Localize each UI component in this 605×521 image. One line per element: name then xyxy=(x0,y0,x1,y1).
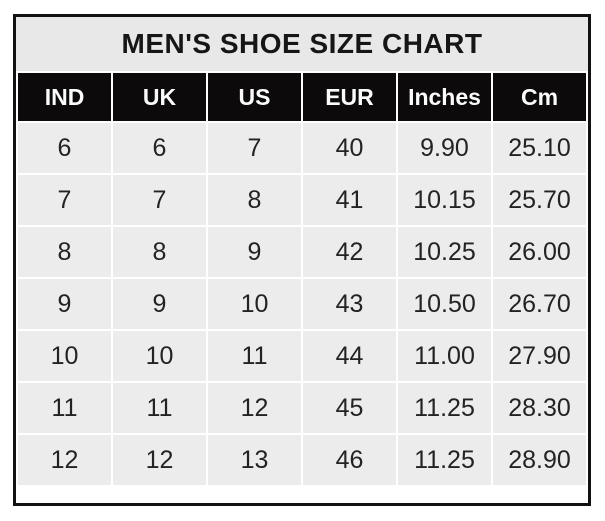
cell-uk: 8 xyxy=(113,227,206,277)
cell-eur: 43 xyxy=(303,279,396,329)
cell-cm: 27.90 xyxy=(493,331,586,381)
cell-eur: 45 xyxy=(303,383,396,433)
table-header: IND UK US EUR Inches Cm xyxy=(18,73,586,121)
column-header-cm: Cm xyxy=(493,73,586,121)
cell-eur: 40 xyxy=(303,123,396,173)
cell-us: 12 xyxy=(208,383,301,433)
table-body: 6 6 7 40 9.90 25.10 7 7 8 41 10.15 25.70… xyxy=(18,123,586,485)
table-row: 10 10 11 44 11.00 27.90 xyxy=(18,331,586,381)
cell-cm: 25.10 xyxy=(493,123,586,173)
column-header-eur: EUR xyxy=(303,73,396,121)
cell-inches: 11.25 xyxy=(398,435,491,485)
cell-cm: 28.90 xyxy=(493,435,586,485)
cell-us: 13 xyxy=(208,435,301,485)
table-row: 9 9 10 43 10.50 26.70 xyxy=(18,279,586,329)
column-header-us: US xyxy=(208,73,301,121)
column-header-ind: IND xyxy=(18,73,111,121)
table-row: 12 12 13 46 11.25 28.90 xyxy=(18,435,586,485)
cell-ind: 10 xyxy=(18,331,111,381)
cell-ind: 6 xyxy=(18,123,111,173)
cell-us: 10 xyxy=(208,279,301,329)
cell-cm: 26.70 xyxy=(493,279,586,329)
cell-cm: 26.00 xyxy=(493,227,586,277)
header-row: IND UK US EUR Inches Cm xyxy=(18,73,586,121)
cell-inches: 11.00 xyxy=(398,331,491,381)
cell-ind: 12 xyxy=(18,435,111,485)
cell-inches: 10.15 xyxy=(398,175,491,225)
table-row: 7 7 8 41 10.15 25.70 xyxy=(18,175,586,225)
chart-frame: MEN'S SHOE SIZE CHART IND UK US EUR Inch… xyxy=(13,14,591,506)
cell-ind: 9 xyxy=(18,279,111,329)
cell-us: 9 xyxy=(208,227,301,277)
column-header-inches: Inches xyxy=(398,73,491,121)
cell-eur: 46 xyxy=(303,435,396,485)
cell-cm: 25.70 xyxy=(493,175,586,225)
table-row: 8 8 9 42 10.25 26.00 xyxy=(18,227,586,277)
cell-eur: 42 xyxy=(303,227,396,277)
cell-ind: 11 xyxy=(18,383,111,433)
cell-uk: 12 xyxy=(113,435,206,485)
table-row: 6 6 7 40 9.90 25.10 xyxy=(18,123,586,173)
cell-uk: 10 xyxy=(113,331,206,381)
cell-us: 11 xyxy=(208,331,301,381)
cell-inches: 9.90 xyxy=(398,123,491,173)
cell-uk: 9 xyxy=(113,279,206,329)
cell-eur: 41 xyxy=(303,175,396,225)
chart-title: MEN'S SHOE SIZE CHART xyxy=(16,17,588,71)
cell-uk: 7 xyxy=(113,175,206,225)
cell-inches: 11.25 xyxy=(398,383,491,433)
cell-uk: 6 xyxy=(113,123,206,173)
cell-ind: 8 xyxy=(18,227,111,277)
cell-ind: 7 xyxy=(18,175,111,225)
size-table: IND UK US EUR Inches Cm 6 6 7 40 9.90 25… xyxy=(16,71,588,487)
cell-cm: 28.30 xyxy=(493,383,586,433)
cell-us: 8 xyxy=(208,175,301,225)
table-row: 11 11 12 45 11.25 28.30 xyxy=(18,383,586,433)
cell-us: 7 xyxy=(208,123,301,173)
cell-inches: 10.25 xyxy=(398,227,491,277)
column-header-uk: UK xyxy=(113,73,206,121)
cell-eur: 44 xyxy=(303,331,396,381)
cell-uk: 11 xyxy=(113,383,206,433)
cell-inches: 10.50 xyxy=(398,279,491,329)
